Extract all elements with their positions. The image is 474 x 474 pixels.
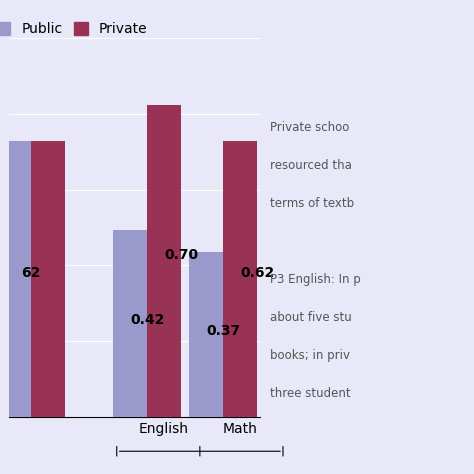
Text: books; in priv: books; in priv (270, 349, 350, 362)
Text: resourced tha: resourced tha (270, 159, 352, 172)
Text: 62: 62 (21, 266, 41, 280)
Text: 0.37: 0.37 (206, 324, 240, 338)
Text: P3 English: In p: P3 English: In p (270, 273, 361, 286)
Text: terms of textb: terms of textb (270, 197, 354, 210)
Bar (0, 140, 31, 417)
Legend: Public, Private: Public, Private (0, 22, 147, 36)
Bar (113, 230, 147, 417)
Bar (31, 140, 65, 417)
Text: three student: three student (270, 387, 351, 400)
Text: about five stu: about five stu (270, 311, 352, 324)
Bar (189, 252, 223, 417)
Text: 0.70: 0.70 (164, 248, 198, 262)
Text: Private schoo: Private schoo (270, 121, 349, 134)
Text: 0.42: 0.42 (130, 313, 164, 327)
Bar (223, 140, 257, 417)
Text: 0.62: 0.62 (240, 266, 274, 280)
Bar (147, 105, 181, 417)
